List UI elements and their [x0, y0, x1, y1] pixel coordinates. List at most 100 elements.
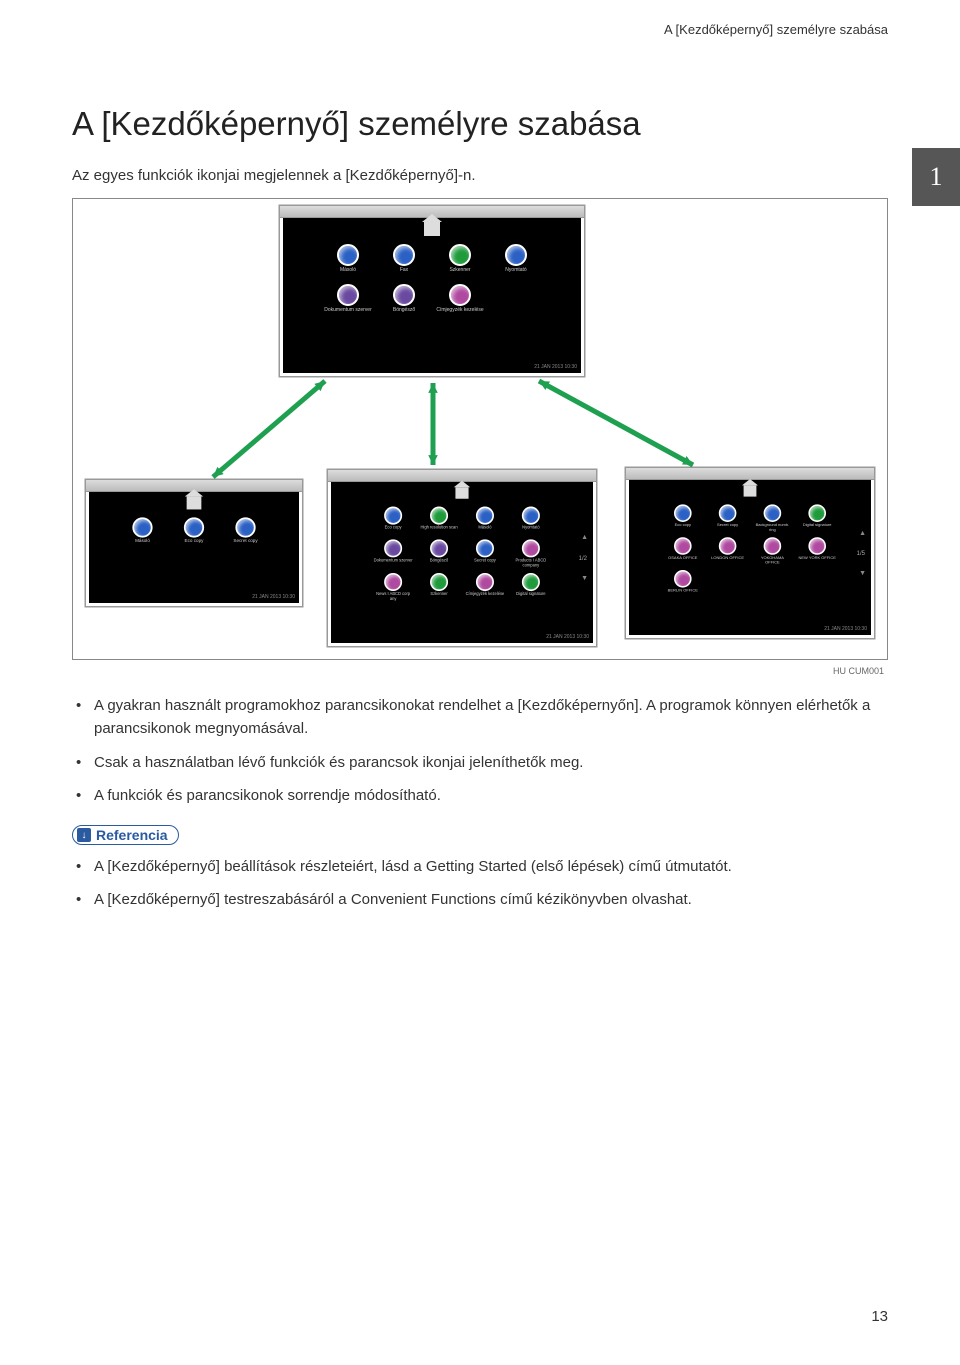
app-icon: Másoló: [324, 244, 372, 278]
app-icon-glyph: [430, 573, 448, 591]
app-icon-glyph: [384, 507, 402, 525]
app-icon: Nyomtató: [511, 507, 550, 535]
app-icon: Eco copy: [664, 504, 702, 532]
app-icon-glyph: [449, 284, 471, 306]
app-icon-glyph: [393, 244, 415, 266]
app-icon: Címjegyzék kezelése: [465, 573, 504, 602]
status-bar: 21 JAN 2013 10:30: [89, 593, 299, 603]
app-icon-label: Szkenner: [430, 593, 447, 601]
app-icon: High resolution scan: [419, 507, 458, 535]
figure-diagram: Másoló Fax Szkenner Nyomtató Dokumentum szer…: [72, 198, 888, 660]
pager-down-icon: ▼: [581, 575, 588, 582]
running-header: A [Kezdőképernyő] személyre szabása: [0, 0, 960, 37]
app-icon: Digital signature: [511, 573, 550, 602]
app-icon-label: Secret copy: [233, 539, 257, 548]
list-item: A gyakran használt programokhoz parancsi…: [94, 694, 888, 741]
app-icon-label: Fax: [400, 268, 408, 278]
app-icon-glyph: [522, 539, 540, 557]
list-item: A funkciók és parancsikonok sorrendje mó…: [94, 784, 888, 807]
app-icon-glyph: [132, 517, 152, 537]
app-icon-label: Szkenner: [449, 268, 470, 278]
device-screen: Másoló Eco copy Secret copy 21 JAN 2013 10:…: [85, 479, 303, 607]
app-icon-glyph: [764, 537, 782, 555]
home-icon: [424, 222, 440, 236]
device-screen: Másoló Fax Szkenner Nyomtató Dokumentum szer…: [279, 205, 585, 377]
app-icon-label: Nyomtató: [505, 268, 526, 278]
main-bullet-list: A gyakran használt programokhoz parancsi…: [72, 694, 888, 807]
app-icon: Címjegyzék kezelése: [436, 284, 484, 318]
app-icon: NEW YORK OFFICE: [798, 537, 836, 565]
app-icon: Secret copy: [223, 517, 267, 548]
app-icon-label: Dokumentum szerver: [324, 308, 372, 318]
pager-down-icon: ▼: [859, 570, 866, 577]
app-icon: Eco copy: [373, 507, 412, 535]
app-icon: News I ABCD corp any: [373, 573, 412, 602]
reference-icon: ↓: [77, 828, 91, 842]
app-icon-glyph: [430, 507, 448, 525]
intro-paragraph: Az egyes funkciók ikonjai megjelennek a …: [72, 167, 888, 184]
app-icon-label: BERLIN OFFICE: [668, 589, 698, 597]
app-icon: Products I ABCD company: [511, 539, 550, 568]
app-icon-label: Böngésző: [393, 308, 415, 318]
pager-up-icon: ▲: [581, 534, 588, 541]
app-icon-label: Másoló: [478, 526, 491, 534]
app-icon-label: Másoló: [340, 268, 356, 278]
app-icon: Background numb. ring: [753, 504, 791, 532]
app-icon-glyph: [764, 504, 782, 522]
home-icon: [187, 497, 202, 510]
app-icon-glyph: [184, 517, 204, 537]
chapter-number-badge: 1: [912, 148, 960, 206]
app-icon-glyph: [430, 539, 448, 557]
page-title: A [Kezdőképernyő] személyre szabása: [72, 105, 888, 143]
reference-tag: ↓ Referencia: [72, 825, 179, 845]
app-icon-label: Products I ABCD company: [511, 559, 550, 568]
app-icon-label: OSAKA OFFICE: [668, 556, 697, 564]
device-screen: Eco copy High resolution scan Másoló Nyomta…: [327, 469, 597, 647]
diagram-arrow-icon: [201, 369, 337, 489]
app-icon: Böngésző: [380, 284, 428, 318]
app-icon: Fax: [380, 244, 428, 278]
app-icon-label: NEW YORK OFFICE: [798, 556, 835, 564]
app-icon-glyph: [674, 537, 692, 555]
chapter-number: 1: [930, 162, 943, 192]
app-icon-glyph: [808, 537, 826, 555]
app-icon-label: Böngésző: [430, 559, 448, 567]
app-icon-label: Eco copy: [675, 524, 691, 532]
list-item: A [Kezdőképernyő] beállítások részleteié…: [94, 855, 888, 878]
app-icon-glyph: [476, 573, 494, 591]
app-icon-glyph: [235, 517, 255, 537]
pager-up-icon: ▲: [859, 530, 866, 537]
app-icon: Secret copy: [708, 504, 746, 532]
reference-bullet-list: A [Kezdőképernyő] beállítások részleteié…: [72, 855, 888, 912]
app-icon-label: Címjegyzék kezelése: [466, 593, 505, 601]
app-icon-label: Eco copy: [385, 526, 402, 534]
app-icon: OSAKA OFFICE: [664, 537, 702, 565]
app-icon-glyph: [674, 504, 692, 522]
app-icon: Szkenner: [419, 573, 458, 602]
pager-indicator: 1/5: [857, 551, 865, 557]
home-icon: [455, 487, 468, 498]
app-icon: Secret copy: [465, 539, 504, 568]
app-icon-glyph: [719, 504, 737, 522]
app-icon: Másoló: [465, 507, 504, 535]
app-icon-label: High resolution scan: [420, 526, 457, 534]
app-icon-label: YOKOHAMA OFFICE: [753, 556, 791, 565]
figure-code: HU CUM001: [72, 666, 888, 676]
page-number: 13: [871, 1308, 888, 1325]
app-icon: Dokumentum szerver: [324, 284, 372, 318]
app-icon: Dokumentum szerver: [373, 539, 412, 568]
status-bar: 21 JAN 2013 10:30: [629, 625, 871, 635]
app-icon-glyph: [505, 244, 527, 266]
app-icon: LONDON OFFICE: [708, 537, 746, 565]
app-icon-glyph: [522, 573, 540, 591]
app-icon: Másoló: [120, 517, 164, 548]
app-icon-label: Secret copy: [474, 559, 496, 567]
device-screen: Eco copy Secret copyBackground numb. ring…: [625, 467, 875, 639]
app-icon: Eco copy: [172, 517, 216, 548]
list-item: A [Kezdőképernyő] testreszabásáról a Con…: [94, 888, 888, 911]
app-icon: Szkenner: [436, 244, 484, 278]
app-icon-glyph: [337, 284, 359, 306]
app-icon-glyph: [384, 539, 402, 557]
app-icon: Nyomtató: [492, 244, 540, 278]
app-icon-label: Nyomtató: [522, 526, 540, 534]
